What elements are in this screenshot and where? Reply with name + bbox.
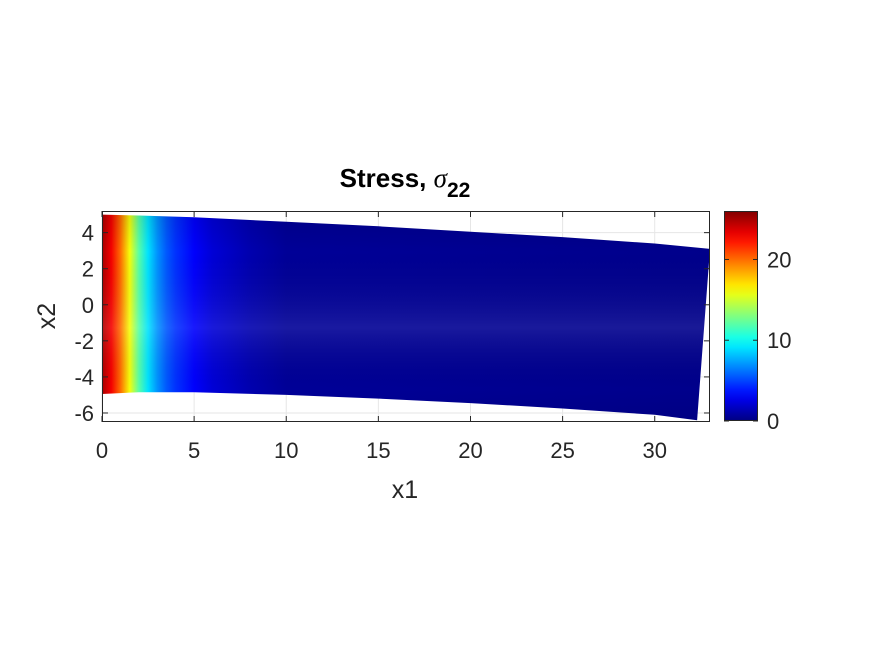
title-symbol: σ (434, 163, 449, 193)
colorbar-tick-label-2: 20 (767, 247, 791, 272)
x-tick-label-4: 20 (458, 438, 482, 463)
x-tick-label-3: 15 (366, 438, 390, 463)
axes-frame (102, 211, 710, 422)
x-tick-label-6: 30 (642, 438, 666, 463)
y-tick-label-4: -4 (74, 365, 94, 390)
colorbar-ticks: 0 10 20 (724, 247, 791, 434)
colorbar-tick-label-1: 10 (767, 328, 791, 353)
plot-area: 0 5 10 15 20 25 30 420-2-4-6 (74, 211, 710, 463)
y-tick-label-5: -6 (74, 401, 94, 426)
colorbar: 0 10 20 (724, 211, 791, 434)
y-tick-label-3: -2 (74, 329, 94, 354)
y-tick-label-2: 0 (82, 293, 94, 318)
title-subscript: 22 (447, 179, 470, 202)
chart-title: Stress, σ22 (340, 163, 471, 202)
x-tick-label-1: 5 (188, 438, 200, 463)
x-axis-label: x1 (392, 476, 418, 504)
colorbar-scale (724, 211, 758, 421)
x-ticks: 0 5 10 15 20 25 30 (96, 211, 667, 463)
x-tick-label-5: 25 (550, 438, 574, 463)
stress-field-shading (102, 214, 710, 421)
x-tick-label-0: 0 (96, 438, 108, 463)
colorbar-frame (724, 211, 758, 421)
axes-box (102, 211, 710, 422)
x-tick-label-2: 10 (274, 438, 298, 463)
y-axis-label: x2 (33, 303, 61, 329)
y-tick-label-0: 4 (82, 221, 94, 246)
y-tick-label-1: 2 (82, 257, 94, 282)
title-text: Stress, (340, 163, 434, 193)
colorbar-tick-label-0: 0 (767, 409, 779, 434)
y-ticks: 4 2 0 -2 -4 -6 (74, 221, 710, 426)
